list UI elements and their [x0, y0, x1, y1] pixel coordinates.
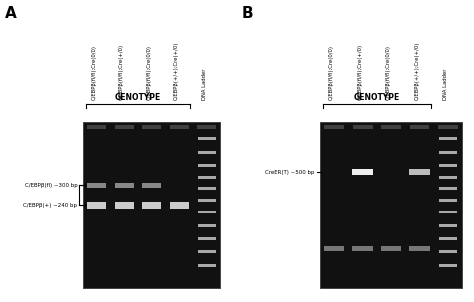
Bar	[409, 246, 430, 251]
Bar	[198, 151, 216, 154]
Bar	[142, 183, 161, 188]
Bar	[198, 137, 216, 140]
Bar	[409, 169, 430, 175]
Bar	[324, 125, 344, 129]
Bar	[439, 250, 457, 253]
Bar	[198, 164, 216, 167]
Bar	[87, 125, 106, 129]
Bar	[439, 187, 457, 190]
Bar	[115, 125, 134, 129]
Bar	[142, 202, 161, 209]
Text: C/EBPβ(fl/fl);Cre(0/0): C/EBPβ(fl/fl);Cre(0/0)	[91, 45, 97, 100]
Bar	[198, 199, 216, 202]
Bar	[87, 202, 106, 209]
Text: GENOTYPE: GENOTYPE	[115, 93, 161, 102]
Bar	[439, 199, 457, 202]
Bar	[83, 122, 220, 288]
Text: DNA Ladder: DNA Ladder	[201, 68, 207, 100]
Bar	[198, 264, 216, 267]
Bar	[381, 125, 401, 129]
Bar	[438, 125, 458, 129]
Bar	[352, 169, 373, 175]
Text: DNA Ladder: DNA Ladder	[443, 68, 448, 100]
Bar	[439, 137, 457, 140]
Bar	[381, 246, 401, 251]
Bar	[197, 125, 216, 129]
Text: C/EBPβ(fl/fl);Cre(0/0): C/EBPβ(fl/fl);Cre(0/0)	[386, 45, 391, 100]
Bar	[115, 202, 134, 209]
Text: C/EBPβ(fl/fl);Cre(+/0): C/EBPβ(fl/fl);Cre(+/0)	[357, 43, 363, 100]
Bar	[170, 202, 189, 209]
Bar	[115, 183, 134, 188]
Bar	[353, 125, 373, 129]
Bar	[170, 125, 189, 129]
Bar	[439, 224, 457, 227]
Bar	[198, 210, 216, 214]
Bar	[439, 151, 457, 154]
Text: C/EBPβ(fl/fl);Cre(+/0): C/EBPβ(fl/fl);Cre(+/0)	[119, 43, 124, 100]
Bar	[410, 125, 429, 129]
Bar	[198, 250, 216, 253]
Bar	[439, 237, 457, 240]
Text: A: A	[5, 6, 17, 21]
Text: C/EBPβ(fl/fl);Cre(0/0): C/EBPβ(fl/fl);Cre(0/0)	[329, 45, 334, 100]
Text: C/EBPβ(fl/fl);Cre(0/0): C/EBPβ(fl/fl);Cre(0/0)	[146, 45, 152, 100]
Text: C/EBPβ(+/+);Cre(+/0): C/EBPβ(+/+);Cre(+/0)	[174, 41, 179, 100]
Bar	[198, 187, 216, 190]
Text: CreER(T) ~500 bp: CreER(T) ~500 bp	[265, 170, 314, 175]
Text: B: B	[242, 6, 254, 21]
Bar	[439, 164, 457, 167]
Text: GENOTYPE: GENOTYPE	[354, 93, 400, 102]
Bar	[324, 246, 345, 251]
Bar	[352, 246, 373, 251]
Bar	[198, 237, 216, 240]
Bar	[439, 210, 457, 214]
Bar	[198, 176, 216, 178]
Text: C/EBPβ(fl) ~300 bp: C/EBPβ(fl) ~300 bp	[25, 183, 77, 188]
Bar	[87, 183, 106, 188]
Text: C/EBPβ(+/+);Cre(+/0): C/EBPβ(+/+);Cre(+/0)	[414, 41, 419, 100]
Bar	[142, 125, 161, 129]
Bar	[198, 224, 216, 227]
Bar	[320, 122, 462, 288]
Text: C/EBPβ(+) ~240 bp: C/EBPβ(+) ~240 bp	[23, 203, 77, 208]
Bar	[439, 264, 457, 267]
Bar	[439, 176, 457, 178]
